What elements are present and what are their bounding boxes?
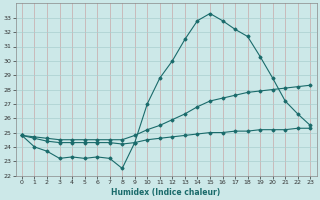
X-axis label: Humidex (Indice chaleur): Humidex (Indice chaleur) [111,188,221,197]
